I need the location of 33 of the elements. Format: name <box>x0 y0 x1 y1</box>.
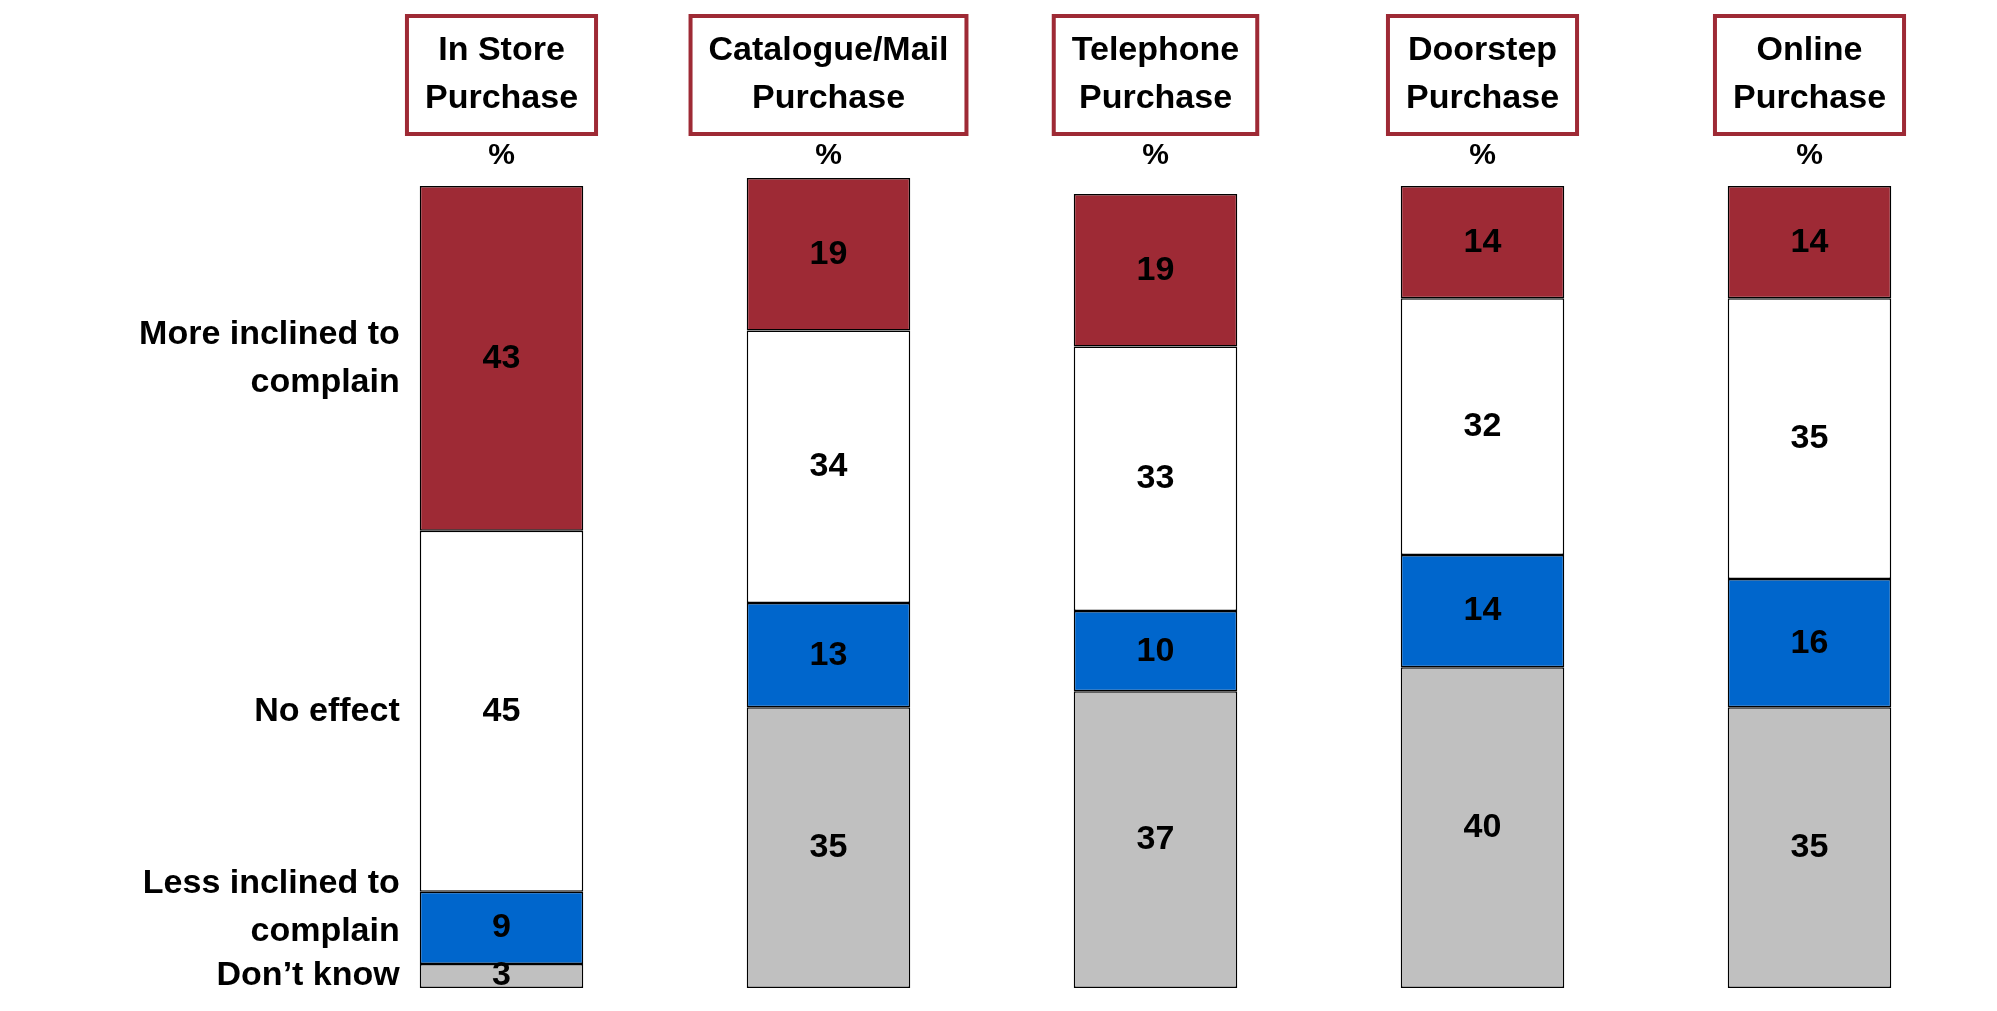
text: % <box>1142 137 1169 171</box>
data-label: 14 <box>1790 220 1829 259</box>
data-label: 40 <box>1463 805 1502 844</box>
data-label: 33 <box>1136 457 1175 496</box>
data-label: 19 <box>809 232 848 271</box>
data-label: 35 <box>809 826 848 865</box>
data-label: 14 <box>1463 589 1502 628</box>
data-label: 32 <box>1463 404 1502 443</box>
data-label: 37 <box>1136 818 1175 857</box>
text: % <box>1469 137 1496 171</box>
y-axis-title: % <box>488 137 515 171</box>
data-label: 19 <box>1136 248 1175 287</box>
data-label: 16 <box>1790 621 1829 660</box>
data-label: 10 <box>1136 629 1175 668</box>
data-label: 35 <box>1790 417 1829 456</box>
x-tick-label: Doorstep Purchase <box>1405 29 1560 116</box>
series-label: Don’t know <box>216 954 401 993</box>
data-label: 45 <box>482 689 521 728</box>
x-tick-label: Telephone Purchase <box>1071 29 1240 116</box>
series-label: More inclined to complain <box>139 312 400 399</box>
data-label: 34 <box>809 445 848 484</box>
data-label: 9 <box>492 906 511 945</box>
data-label: 35 <box>1790 826 1829 865</box>
series-label: Less inclined to complain <box>142 862 400 949</box>
x-tick-label: Catalogue/Mail Purchase <box>708 29 949 116</box>
data-label: 43 <box>482 336 521 375</box>
text: % <box>1796 137 1823 171</box>
text: % <box>815 137 842 171</box>
x-tick-label: Online Purchase <box>1732 29 1887 116</box>
series-label: No effect <box>254 689 400 728</box>
data-label: 14 <box>1463 220 1502 259</box>
data-label: 13 <box>809 633 848 672</box>
x-tick-label: In Store Purchase <box>424 29 579 116</box>
